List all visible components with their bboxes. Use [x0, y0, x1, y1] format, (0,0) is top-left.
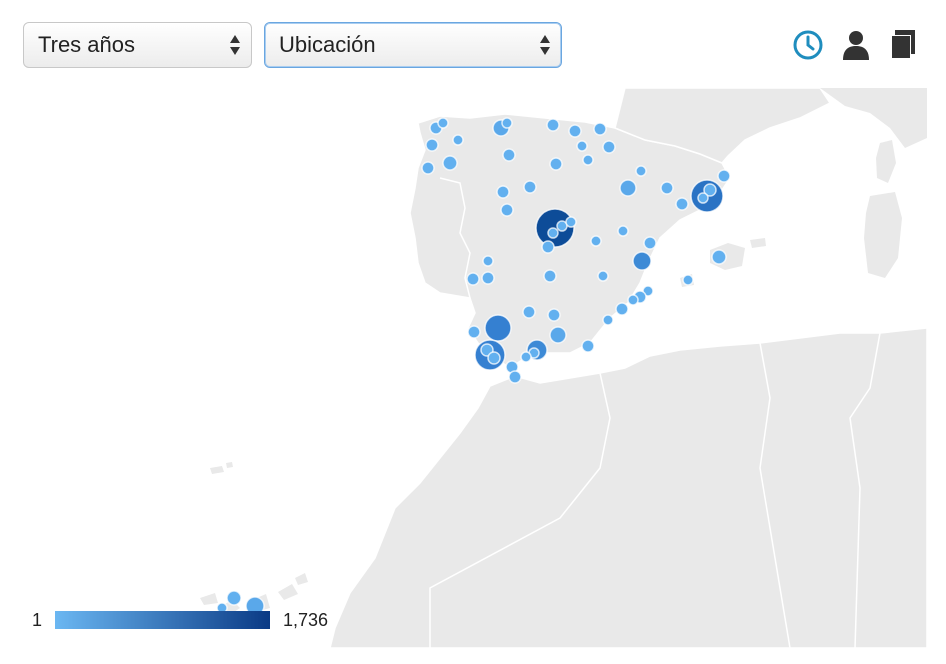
menorca-land	[750, 238, 766, 248]
marker[interactable]	[711, 249, 727, 265]
marker[interactable]	[226, 590, 242, 606]
marker[interactable]	[565, 216, 577, 228]
marker[interactable]	[482, 255, 494, 267]
marker[interactable]	[484, 314, 512, 342]
marker[interactable]	[549, 326, 567, 344]
madeira-land	[210, 462, 233, 474]
marker[interactable]	[496, 185, 510, 199]
marker[interactable]	[487, 351, 501, 365]
france-land	[614, 88, 832, 164]
italy-land	[820, 88, 927, 148]
marker[interactable]	[581, 339, 595, 353]
marker[interactable]	[602, 140, 616, 154]
marker[interactable]	[619, 179, 637, 197]
marker[interactable]	[597, 270, 609, 282]
marker[interactable]	[632, 251, 652, 271]
marker[interactable]	[520, 351, 532, 363]
marker[interactable]	[421, 161, 435, 175]
marker[interactable]	[635, 165, 647, 177]
marker[interactable]	[508, 370, 522, 384]
marker[interactable]	[501, 117, 513, 129]
corsica-land	[876, 140, 896, 183]
marker[interactable]	[643, 236, 657, 250]
marker[interactable]	[602, 314, 614, 326]
marker[interactable]	[627, 294, 639, 306]
marker[interactable]	[442, 155, 458, 171]
africa-borders	[429, 332, 881, 648]
marker[interactable]	[541, 240, 555, 254]
marker[interactable]	[547, 227, 559, 239]
marker[interactable]	[437, 117, 449, 129]
sardinia-land	[864, 192, 902, 278]
africa-land	[329, 327, 927, 648]
marker[interactable]	[593, 122, 607, 136]
legend-min-label: 1	[32, 610, 43, 630]
marker[interactable]	[500, 203, 514, 217]
select-arrows-icon	[230, 35, 240, 55]
user-icon[interactable]	[840, 28, 872, 62]
select-arrows-icon	[540, 35, 550, 55]
marker[interactable]	[717, 169, 731, 183]
marker[interactable]	[425, 138, 439, 152]
marker[interactable]	[547, 308, 561, 322]
legend-gradient-bar	[55, 611, 270, 629]
marker[interactable]	[522, 305, 536, 319]
marker[interactable]	[467, 325, 481, 339]
marker[interactable]	[466, 272, 480, 286]
clock-icon[interactable]	[792, 28, 824, 62]
marker[interactable]	[660, 181, 674, 195]
marker[interactable]	[543, 269, 557, 283]
marker[interactable]	[546, 118, 560, 132]
location-map[interactable]	[0, 88, 927, 648]
marker[interactable]	[523, 180, 537, 194]
marker[interactable]	[502, 148, 516, 162]
marker[interactable]	[576, 140, 588, 152]
marker[interactable]	[615, 302, 629, 316]
marker[interactable]	[582, 154, 594, 166]
marker[interactable]	[675, 197, 689, 211]
legend-max-label: 1,736	[283, 610, 329, 630]
marker[interactable]	[481, 271, 495, 285]
marker[interactable]	[590, 235, 602, 247]
period-select[interactable]: Tres años	[23, 22, 252, 68]
portugal-border	[439, 177, 471, 299]
dimension-select-value: Ubicación	[279, 32, 376, 57]
dimension-select[interactable]: Ubicación	[264, 22, 562, 68]
iberia-land	[409, 113, 731, 369]
city-markers	[216, 117, 731, 616]
marker[interactable]	[568, 124, 582, 138]
marker[interactable]	[617, 225, 629, 237]
marker[interactable]	[703, 183, 717, 197]
period-select-value: Tres años	[38, 32, 136, 57]
color-legend: 1 1,736	[0, 608, 360, 634]
pages-icon[interactable]	[887, 28, 919, 62]
marker[interactable]	[452, 134, 464, 146]
marker[interactable]	[697, 192, 709, 204]
marker[interactable]	[682, 274, 694, 286]
marker[interactable]	[549, 157, 563, 171]
